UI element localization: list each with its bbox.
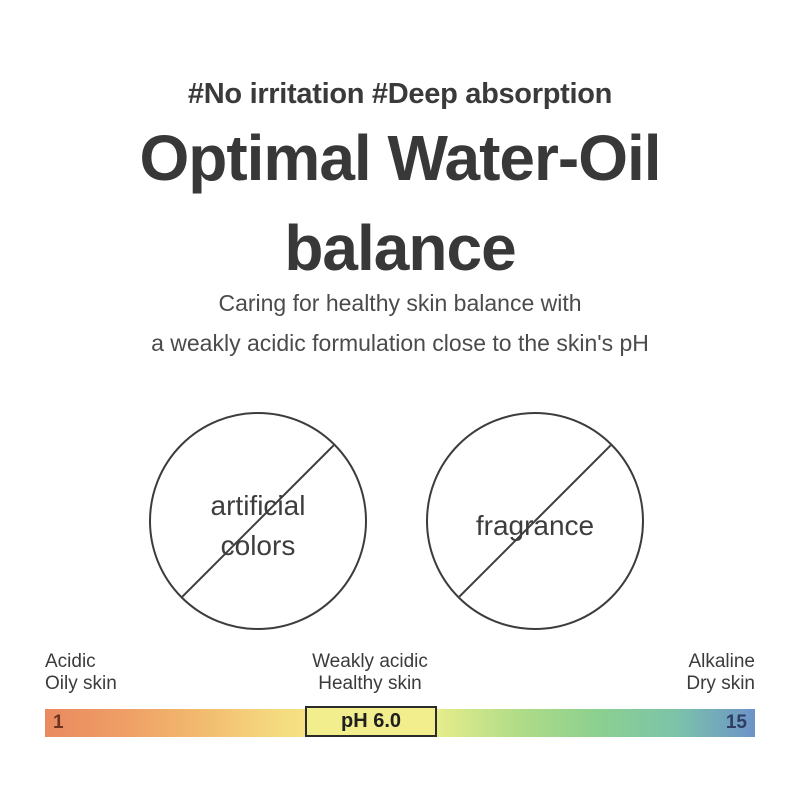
main-title-line2: balance [284,212,516,284]
subtitle-line1: Caring for healthy skin balance with [218,290,582,316]
main-title-line1: Optimal Water-Oil [139,122,661,194]
ph-label-alkaline: Alkaline Dry skin [686,651,755,695]
subtitle-line2: a weakly acidic formulation close to the… [151,330,649,356]
no-fragrance-sign: fragrance [426,412,644,630]
ph-label-acidic-line1: Acidic [45,651,96,672]
no-sign-label-line2: colors [220,530,296,561]
ph-min-value: 1 [53,712,64,733]
no-sign-label-line1: fragrance [475,510,595,541]
ph-label-weakly-acidic-line1: Weakly acidic [312,651,428,672]
no-fragrance-label: fragrance [476,506,594,546]
ph-label-acidic-line2: Oily skin [45,673,117,694]
hashtag-line: #No irritation #Deep absorption [187,78,613,110]
ph-marker-box: pH 6.0 [305,706,437,737]
ph-label-weakly-acidic-line2: Healthy skin [318,673,422,694]
ph-max-value: 15 [725,712,747,733]
ph-label-acidic: Acidic Oily skin [45,651,117,695]
ph-scale-labels: Acidic Oily skin Weakly acidic Healthy s… [0,651,800,697]
main-title: Optimal Water-Oil balance [0,113,800,293]
no-sign-label-line1: artificial [210,490,306,521]
ph-label-weakly-acidic: Weakly acidic Healthy skin [312,651,428,695]
subtitle: Caring for healthy skin balance with a w… [0,283,800,363]
no-artificial-colors-sign: artificial colors [149,412,367,630]
ph-label-alkaline-line2: Dry skin [686,673,755,694]
ph-marker-label: pH 6.0 [340,710,402,732]
ph-gradient-bar: 1 15 pH 6.0 [45,706,755,737]
ph-label-alkaline-line1: Alkaline [688,651,755,672]
no-artificial-colors-label: artificial colors [211,486,306,566]
